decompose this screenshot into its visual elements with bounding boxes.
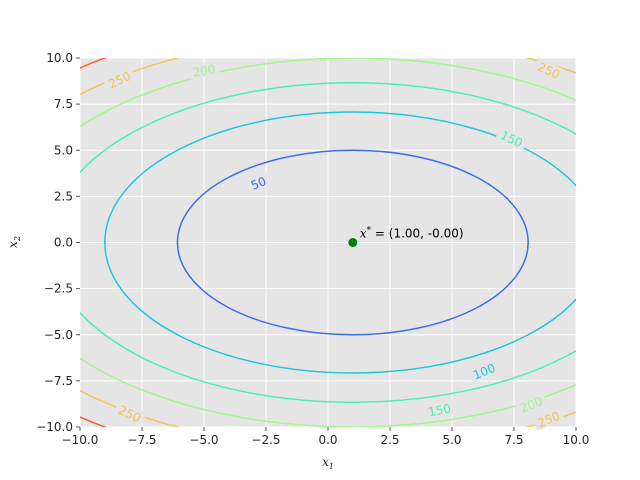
y-tick-label: −10.0: [36, 420, 73, 434]
y-axis-ticks: −10.0 −7.5 −5.0 −2.5 0.0 2.5 5.0 7.5 10.0: [36, 51, 80, 434]
x-tick-label: −7.5: [127, 433, 156, 447]
x-tick-label: −5.0: [189, 433, 218, 447]
svg-text:50: 50: [249, 174, 268, 193]
y-tick-label: −7.5: [44, 374, 73, 388]
contour-label: 200: [187, 60, 220, 80]
x-tick-label: 5.0: [442, 433, 461, 447]
y-tick-label: 5.0: [54, 143, 73, 157]
contour-lines: [80, 58, 576, 427]
y-axis-label: x2: [6, 236, 22, 248]
x-tick-label: −10.0: [62, 433, 99, 447]
contour-label: 150: [423, 399, 456, 420]
x-tick-label: 7.5: [504, 433, 523, 447]
y-tick-label: 10.0: [46, 51, 73, 65]
svg-text:150: 150: [427, 402, 452, 420]
contour-line-100: [104, 111, 576, 374]
x-tick-label: 0.0: [318, 433, 337, 447]
y-tick-label: 0.0: [54, 236, 73, 250]
contour-label: 50: [245, 171, 272, 194]
optimum-marker-group: x* = (1.00, -0.00): [348, 226, 464, 247]
x-axis-ticks: −10.0 −7.5 −5.0 −2.5 0.0 2.5 5.0 7.5 10.0: [62, 427, 590, 447]
x-tick-label: 10.0: [563, 433, 590, 447]
y-tick-label: −2.5: [44, 282, 73, 296]
optimum-point: [348, 238, 358, 247]
y-tick-label: 7.5: [54, 97, 73, 111]
x-tick-label: −2.5: [251, 433, 280, 447]
contour-line-50: [176, 149, 529, 336]
x-tick-label: 2.5: [380, 433, 399, 447]
x-axis-label: x1: [322, 455, 334, 471]
y-tick-label: −5.0: [44, 328, 73, 342]
optimum-annotation: x* = (1.00, -0.00): [360, 226, 464, 241]
y-tick-label: 2.5: [54, 189, 73, 203]
contour-line-150: [80, 82, 576, 403]
svg-text:200: 200: [192, 62, 217, 80]
